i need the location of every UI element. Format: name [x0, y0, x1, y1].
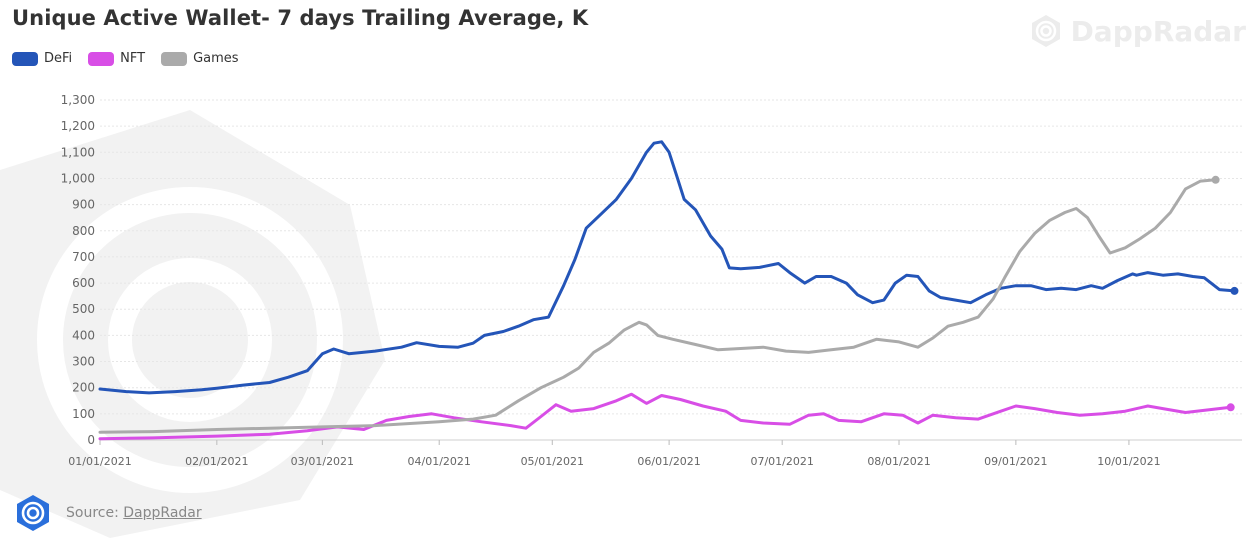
- brand-watermark: DappRadar: [1029, 14, 1246, 48]
- x-tick-label: 03/01/2021: [291, 455, 354, 468]
- chart-title: Unique Active Wallet- 7 days Trailing Av…: [12, 6, 589, 30]
- x-tick-label: 05/01/2021: [521, 455, 584, 468]
- series-end-point-defi[interactable]: [1230, 286, 1239, 295]
- source-note: Source: DappRadar: [14, 494, 202, 532]
- x-tick-label: 08/01/2021: [867, 455, 930, 468]
- y-axis: 0 100 200 300 400 500 600 700 800 900 1,000 1,100 1,…: [61, 93, 95, 447]
- source-text: Source: DappRadar: [66, 505, 202, 521]
- series-line-nft[interactable]: [98, 392, 1233, 441]
- x-tick-label: 01/01/2021: [68, 455, 131, 468]
- legend-item-games[interactable]: Games: [161, 51, 239, 66]
- x-tick-label: 10/01/2021: [1097, 455, 1160, 468]
- legend-label-defi: DeFi: [44, 51, 73, 66]
- y-tick-label: 700: [72, 250, 95, 264]
- series-end-point-nft[interactable]: [1226, 403, 1235, 412]
- legend-item-defi[interactable]: DeFi: [12, 51, 72, 66]
- y-tick-label: 300: [72, 355, 95, 369]
- legend-item-nft[interactable]: NFT: [88, 51, 145, 66]
- series-lines: [98, 140, 1239, 441]
- grid-lines: [100, 99, 1242, 441]
- y-tick-label: 1,200: [61, 119, 95, 133]
- y-tick-label: 900: [72, 198, 95, 212]
- x-tick-label: 04/01/2021: [408, 455, 471, 468]
- dappradar-logo-icon: [1031, 15, 1060, 47]
- dappradar-logo-icon: [17, 495, 49, 531]
- y-tick-label: 600: [72, 276, 95, 290]
- legend-swatch-games: [161, 51, 188, 66]
- brand-name: DappRadar: [1070, 14, 1246, 48]
- legend-swatch-nft: [88, 51, 115, 66]
- y-tick-label: 500: [72, 302, 95, 316]
- background-watermark-icon: [0, 110, 385, 538]
- legend-swatch-defi: [12, 51, 38, 66]
- y-tick-label: 400: [72, 328, 95, 342]
- x-tick-label: 06/01/2021: [637, 455, 700, 468]
- y-tick-label: 100: [72, 407, 95, 421]
- series-line-defi[interactable]: [98, 140, 1236, 395]
- y-tick-label: 1,100: [61, 145, 95, 159]
- y-tick-label: 200: [72, 381, 95, 395]
- legend-label-games: Games: [193, 51, 239, 66]
- legend-label-nft: NFT: [120, 51, 146, 66]
- series-line-games[interactable]: [98, 178, 1218, 434]
- legend: DeFi NFT Games: [12, 51, 239, 66]
- y-tick-label: 1,300: [61, 93, 95, 107]
- y-tick-label: 0: [87, 433, 95, 447]
- series-end-point-games[interactable]: [1211, 175, 1220, 184]
- x-tick-label: 09/01/2021: [984, 455, 1047, 468]
- x-axis: 01/01/2021 02/01/2021 03/01/2021 04/01/2021…: [68, 440, 1161, 468]
- source-link[interactable]: DappRadar: [123, 505, 202, 521]
- y-tick-label: 1,000: [61, 171, 95, 185]
- y-tick-label: 800: [72, 224, 95, 238]
- x-tick-label: 02/01/2021: [185, 455, 248, 468]
- x-tick-label: 07/01/2021: [750, 455, 813, 468]
